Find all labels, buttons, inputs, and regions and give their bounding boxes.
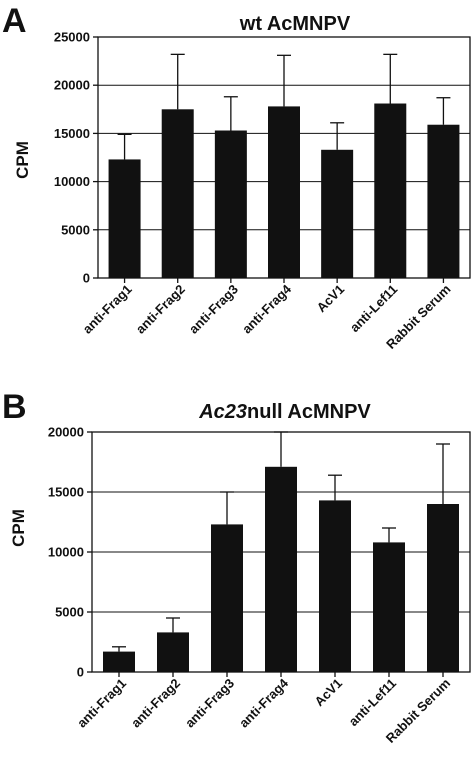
panel-b-x-tick-label: anti-Frag3	[182, 676, 237, 731]
panel-a-x-tick-label: AcV1	[314, 282, 348, 316]
panel-b-y-tick-label: 15000	[48, 485, 84, 500]
panel-b-bar-anti-frag2	[157, 632, 189, 672]
panel-b-title-italic: Ac23	[198, 401, 247, 423]
panel-b-letter: B	[2, 388, 27, 426]
panel-b-y-tick-label: 0	[77, 665, 84, 680]
panel-b-y-tick-label: 10000	[48, 545, 84, 560]
panel-a-letter: A	[2, 2, 27, 40]
panel-a-y-tick-label: 0	[83, 271, 90, 286]
panel-a-bar-rabbit-serum	[427, 124, 460, 278]
panel-a-y-tick-label: 20000	[54, 78, 90, 93]
panel-a-error-bars	[117, 53, 451, 160]
panel-a-y-tick-label: 15000	[54, 126, 90, 141]
panel-b-bar-rabbit-serum	[427, 504, 459, 672]
panel-a-y-ticks: 0 5000 10000 15000 20000 25000	[54, 30, 98, 286]
panel-b-y-tick-label: 20000	[48, 425, 84, 440]
panel-b-bar-anti-frag1	[103, 651, 135, 672]
panel-b-x-tick-label: anti-Frag2	[128, 676, 183, 731]
panel-a-bar-anti-frag4	[268, 106, 300, 279]
panel-b-y-tick-label: 5000	[55, 605, 84, 620]
panel-b-x-tick-label: anti-Frag1	[74, 676, 129, 731]
panel-b: B Ac23null AcMNPV CPM 0 5000 10000 15000 200…	[2, 388, 471, 746]
panel-a-ylabel: CPM	[13, 141, 32, 179]
panel-a-y-tick-label: 25000	[54, 30, 90, 45]
panel-a-x-tick-label: anti-Lef11	[347, 282, 401, 336]
panel-a-bar-anti-frag3	[214, 130, 247, 278]
panel-b-bars	[103, 466, 459, 672]
panel-b-x-tick-label: AcV1	[312, 676, 346, 710]
panel-a-bar-anti-lef11	[374, 103, 407, 279]
panel-b-bar-anti-frag3	[211, 524, 243, 672]
panel-a-x-tick-label: anti-Frag1	[80, 282, 135, 337]
panel-b-bar-acv1	[319, 500, 351, 672]
panel-a: A wt AcMNPV CPM 0 5000 10000 15000 20000 2500…	[2, 2, 471, 352]
panel-b-y-ticks: 0 5000 10000 15000 20000	[48, 425, 92, 680]
panel-b-ylabel: CPM	[9, 509, 28, 547]
panel-a-bar-anti-frag1	[108, 159, 141, 278]
panel-a-bar-acv1	[321, 149, 354, 278]
panel-a-bars	[108, 103, 460, 279]
panel-a-y-tick-label: 10000	[54, 174, 90, 189]
panel-b-x-tick-label: anti-Lef11	[346, 676, 400, 730]
panel-a-x-ticks: anti-Frag1anti-Frag2anti-Frag3anti-Frag4…	[80, 278, 454, 352]
panel-b-x-tick-label: anti-Frag4	[236, 675, 292, 731]
panel-a-bar-anti-frag2	[161, 109, 194, 278]
panel-a-x-tick-label: anti-Frag3	[186, 282, 241, 337]
panel-b-title: Ac23null AcMNPV	[198, 401, 371, 423]
panel-b-bar-anti-lef11	[373, 542, 405, 672]
panel-b-x-ticks: anti-Frag1anti-Frag2anti-Frag3anti-Frag4…	[74, 672, 453, 746]
panel-a-y-tick-label: 5000	[61, 222, 90, 237]
panel-b-title-rest: null AcMNPV	[247, 401, 371, 423]
panel-b-bar-anti-frag4	[265, 466, 297, 672]
panel-a-x-tick-label: anti-Frag4	[239, 281, 295, 337]
panel-b-error-bars	[112, 431, 450, 652]
panel-a-x-tick-label: anti-Frag2	[133, 282, 188, 337]
panel-a-title: wt AcMNPV	[239, 13, 351, 35]
